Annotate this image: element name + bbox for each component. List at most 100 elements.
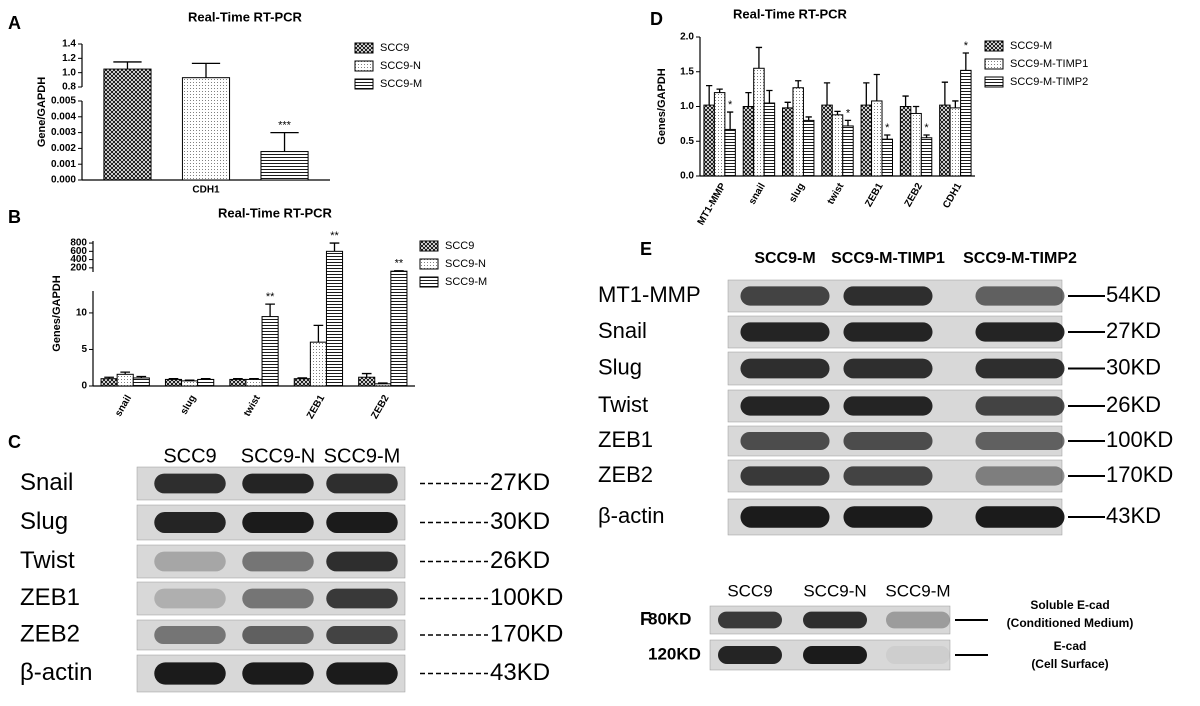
lane-label: SCC9: [163, 445, 216, 467]
blot-band: [843, 506, 933, 528]
legend-swatch: [419, 258, 439, 270]
y-tick-label: 200: [70, 263, 87, 274]
size-label: 170KD: [490, 620, 563, 647]
blot-band: [326, 626, 398, 644]
legend-label: SCC9-M: [1010, 40, 1052, 52]
chart-title: Real-Time RT-PCR: [218, 205, 333, 220]
bar: [229, 378, 247, 387]
blot-band: [718, 611, 782, 629]
error-bar: [941, 81, 949, 106]
blot-band: [843, 322, 933, 342]
significance-mark: **: [266, 291, 275, 303]
y-tick-label: 0.005: [51, 96, 76, 107]
error-bar: [844, 119, 852, 126]
error-bar: [233, 378, 243, 380]
bar: [325, 250, 344, 387]
chart-title: Real-Time RT-PCR: [733, 6, 848, 21]
legend-label: SCC9: [445, 240, 474, 252]
size-label: 27KD: [490, 469, 550, 496]
panel-letter: F: [640, 609, 651, 629]
bar: [181, 77, 231, 181]
blot-band: [975, 466, 1065, 486]
y-tick-label: 0.004: [51, 111, 76, 122]
row-label: Slug: [20, 508, 68, 535]
blot-band: [326, 551, 398, 572]
significance-mark: *: [846, 107, 851, 119]
y-tick-label: 0.002: [51, 143, 76, 154]
panel-letter: B: [8, 207, 21, 227]
legend-swatch: [354, 78, 374, 90]
blot-band: [242, 473, 314, 494]
bar: [309, 341, 327, 387]
bar: [245, 378, 263, 387]
error-bar: [297, 377, 308, 379]
error-bar: [249, 378, 259, 380]
y-tick-label: 1.4: [62, 39, 76, 50]
bar: [390, 270, 408, 387]
bar: [881, 138, 893, 177]
blot-band: [843, 466, 933, 486]
legend-swatch: [419, 240, 439, 252]
error-bar: [755, 46, 763, 69]
blot-band: [326, 473, 398, 494]
bar: [821, 104, 833, 177]
y-tick-label: 0.003: [51, 127, 76, 138]
y-tick-label: 1.2: [62, 53, 76, 64]
blot-band: [843, 286, 933, 306]
bar: [100, 378, 118, 387]
blot-band: [975, 322, 1065, 342]
blot-band: [326, 512, 398, 533]
bar: [713, 92, 726, 177]
chart-title: Real-Time RT-PCR: [188, 9, 303, 24]
legend-swatch: [984, 76, 1004, 88]
y-tick-label: 1.0: [680, 101, 694, 112]
row-label: Snail: [20, 469, 73, 496]
error-bar: [902, 95, 909, 107]
row-label: 120KD: [648, 644, 701, 663]
bar: [831, 114, 844, 177]
error-bar: [912, 105, 920, 114]
row-note: E-cad: [1054, 639, 1087, 653]
bar: [792, 87, 804, 177]
y-tick-label: 2.0: [680, 32, 694, 43]
bar: [899, 106, 912, 177]
bar: [724, 128, 736, 177]
panel-letter: D: [650, 9, 663, 29]
bar: [860, 104, 873, 177]
size-label: 43KD: [490, 659, 550, 686]
bar: [939, 104, 951, 177]
error-bar: [745, 91, 752, 107]
blot-band: [740, 322, 830, 342]
blot-band: [740, 506, 830, 528]
error-bar: [270, 131, 299, 152]
bar: [742, 106, 755, 177]
error-bar: [168, 378, 179, 380]
blot-band: [242, 512, 314, 533]
error-bar: [265, 303, 275, 317]
size-label: 170KD: [1106, 462, 1173, 487]
y-tick-label: 600: [70, 246, 87, 257]
bar: [197, 378, 215, 387]
lane-label: SCC9-M: [885, 581, 950, 600]
lane-label: SCC9-M-TIMP1: [831, 250, 945, 267]
bar: [260, 151, 309, 181]
bar: [763, 102, 776, 177]
blot-band: [154, 626, 226, 644]
bar: [871, 100, 883, 177]
bar: [910, 112, 922, 177]
error-bar: [766, 89, 773, 104]
legend-swatch: [354, 60, 374, 72]
error-bar: [805, 116, 812, 121]
blot-band: [740, 466, 830, 486]
legend-label: SCC9: [380, 42, 409, 54]
size-label: 27KD: [1106, 318, 1161, 343]
lane-label: SCC9-M: [324, 445, 401, 467]
blot-band: [975, 286, 1065, 306]
legend-label: SCC9-N: [380, 60, 421, 72]
blot-band: [718, 646, 782, 664]
row-label: ZEB1: [598, 427, 653, 452]
size-label: 30KD: [490, 508, 550, 535]
size-label: 26KD: [490, 547, 550, 574]
bar: [842, 125, 854, 177]
bar: [132, 377, 150, 387]
